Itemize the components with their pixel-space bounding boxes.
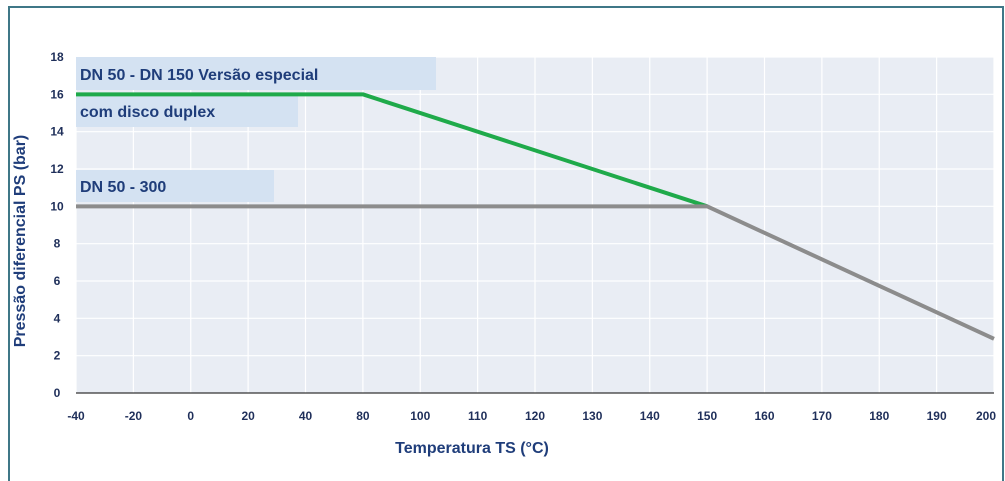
y-tick-label: 12	[50, 162, 64, 176]
y-tick-label: 14	[50, 125, 64, 139]
x-tick-label: 20	[241, 409, 255, 423]
x-tick-label: 110	[468, 409, 488, 423]
series-lines	[76, 92, 995, 341]
y-tick-label: 0	[54, 386, 61, 400]
y-tick-label: 4	[54, 311, 61, 325]
y-tick-label: 6	[54, 274, 61, 288]
series-label-background	[76, 93, 298, 127]
x-tick-label: 40	[299, 409, 313, 423]
series-line	[76, 204, 995, 341]
x-tick-label: 0	[187, 409, 194, 423]
series-label: DN 50 - DN 150 Versão especial	[80, 67, 318, 84]
x-tick-label: 170	[812, 409, 832, 423]
series-line	[76, 92, 708, 209]
y-tick-label: 18	[50, 50, 64, 64]
series-label-background	[76, 170, 274, 202]
series-label: com disco duplex	[80, 104, 215, 121]
series-label-background	[76, 57, 436, 90]
x-tick-label: 140	[640, 409, 660, 423]
x-tick-label: -40	[67, 409, 85, 423]
y-tick-label: 2	[54, 349, 61, 363]
chart-frame	[8, 6, 1004, 481]
x-tick-label: 190	[927, 409, 947, 423]
y-tick-label: 8	[54, 237, 61, 251]
y-tick-labels: 0 2 4 6 8 10 12 14 16 18	[50, 50, 64, 400]
y-axis-title: Pressão diferencial PS (bar)	[12, 135, 29, 348]
series-labels: DN 50 - DN 150 Versão especial com disco …	[80, 67, 318, 196]
series-label: DN 50 - 300	[80, 179, 166, 196]
x-tick-label: 130	[582, 409, 602, 423]
x-tick-label: 180	[869, 409, 889, 423]
x-tick-labels: -40 -20 0 20 40 80 100 110 120 130 140 150 160 170 180…	[67, 409, 996, 423]
x-tick-label: -20	[125, 409, 143, 423]
y-tick-label: 10	[50, 199, 64, 213]
y-tick-label: 16	[50, 87, 64, 101]
x-tick-label: 160	[754, 409, 774, 423]
series-label-backgrounds	[76, 57, 436, 202]
x-tick-label: 150	[697, 409, 717, 423]
x-tick-label: 120	[525, 409, 545, 423]
x-tick-label: 100	[410, 409, 430, 423]
x-tick-label: 200	[976, 409, 996, 423]
x-axis-title: Temperatura TS (°C)	[395, 440, 549, 457]
x-tick-label: 80	[356, 409, 370, 423]
